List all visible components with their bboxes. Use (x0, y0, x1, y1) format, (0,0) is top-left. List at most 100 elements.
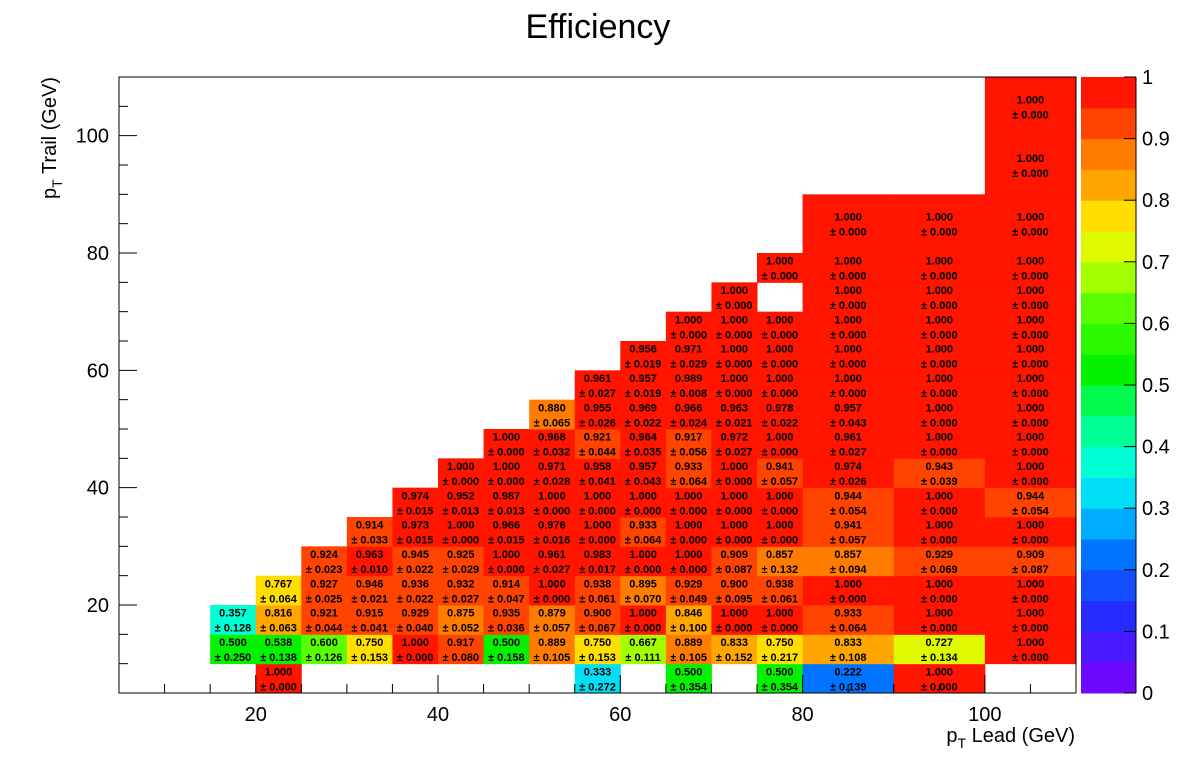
heatmap-cell (711, 282, 758, 313)
cell-value-label: 0.956 (629, 344, 657, 356)
cell-value-label: 0.924 (310, 549, 338, 561)
y-tick-label: 60 (87, 360, 109, 382)
heatmap-cell (301, 605, 348, 635)
cell-error-label: ± 0.000 (579, 535, 616, 547)
heatmap-cell (620, 341, 667, 371)
cell-error-label: ± 0.000 (1012, 227, 1049, 239)
cell-value-label: 0.727 (926, 637, 954, 649)
cell-error-label: ± 0.000 (921, 359, 958, 371)
colorbar-tick-label: 0.8 (1142, 190, 1170, 212)
cell-error-label: ± 0.027 (716, 447, 753, 459)
heatmap-cell (757, 634, 804, 665)
colorbar-band (1081, 354, 1136, 386)
cell-value-label: 1.000 (720, 344, 748, 356)
cell-value-label: 0.938 (584, 578, 612, 590)
heatmap-cell (893, 487, 986, 518)
heatmap-cell (392, 634, 439, 665)
cell-value-label: 1.000 (675, 520, 703, 532)
cell-value-label: 1.000 (926, 314, 954, 326)
cell-value-label: 0.933 (629, 520, 657, 532)
heatmap-cell (802, 605, 895, 635)
heatmap-cell (346, 634, 393, 665)
cell-value-label: 0.972 (720, 432, 748, 444)
cell-value-label: 1.000 (629, 490, 657, 502)
cell-value-label: 1.000 (401, 637, 429, 649)
cell-value-label: 1.000 (1017, 637, 1045, 649)
cell-value-label: 1.000 (675, 549, 703, 561)
cell-error-label: ± 0.000 (921, 271, 958, 283)
cell-value-label: 0.880 (538, 402, 566, 414)
cell-value-label: 1.000 (629, 549, 657, 561)
heatmap-cell (802, 546, 895, 577)
cell-error-label: ± 0.080 (442, 652, 479, 664)
cell-error-label: ± 0.027 (442, 593, 479, 605)
cell-labels: 1.000 ± 0.000 0.333 ± 0.272 0.500 ± 0.354 0.50… (215, 94, 1050, 693)
cell-error-label: ± 0.000 (921, 593, 958, 605)
cell-error-label: ± 0.000 (716, 476, 753, 488)
cell-error-label: ± 0.152 (716, 652, 753, 664)
heatmap-cell (984, 370, 1077, 401)
cell-value-label: 0.978 (766, 402, 794, 414)
cell-value-label: 0.600 (310, 637, 338, 649)
cell-error-label: ± 0.032 (534, 447, 571, 459)
x-tick-label: 20 (245, 704, 267, 726)
heatmap-cell (665, 487, 712, 518)
x-axis-title-rest: Lead (GeV) (966, 725, 1075, 747)
colorbar-tick-label: 1 (1142, 67, 1153, 89)
cell-value-label: 0.538 (265, 637, 293, 649)
cell-value-label: 0.963 (720, 402, 748, 414)
cell-value-label: 0.968 (538, 432, 566, 444)
cell-error-label: ± 0.087 (716, 564, 753, 576)
cell-error-label: ± 0.000 (761, 271, 798, 283)
cell-value-label: 0.914 (356, 520, 384, 532)
cell-error-label: ± 0.057 (761, 476, 798, 488)
colorbar-band (1081, 200, 1136, 232)
heatmap-cell (757, 311, 804, 342)
heatmap-cell (984, 135, 1077, 195)
heatmap-cell (893, 282, 986, 313)
heatmap-cell (893, 253, 986, 283)
cell-value-label: 1.000 (1017, 520, 1045, 532)
cell-error-label: ± 0.026 (830, 476, 867, 488)
cell-error-label: ± 0.043 (625, 476, 662, 488)
cell-error-label: ± 0.153 (351, 652, 388, 664)
heatmap-cell (757, 663, 804, 694)
colorbar-band (1081, 292, 1136, 324)
cell-error-label: ± 0.028 (534, 476, 571, 488)
cell-value-label: 1.000 (1017, 578, 1045, 590)
heatmap-cell (574, 546, 621, 577)
cell-error-label: ± 0.000 (1012, 359, 1049, 371)
heatmap-cell (620, 458, 667, 489)
cell-error-label: ± 0.064 (260, 593, 298, 605)
cell-value-label: 0.925 (447, 549, 475, 561)
heatmap-cell (711, 605, 758, 635)
cell-error-label: ± 0.064 (670, 476, 708, 488)
cell-value-label: 1.000 (538, 578, 566, 590)
cell-value-label: 1.000 (675, 490, 703, 502)
heatmap-cell (893, 546, 986, 577)
cell-error-label: ± 0.000 (625, 505, 662, 517)
heatmap-cell (665, 399, 712, 430)
heatmap-cell (483, 546, 530, 577)
cell-error-label: ± 0.023 (306, 564, 343, 576)
cell-value-label: 0.889 (538, 637, 566, 649)
colorbar-band (1081, 446, 1136, 478)
cell-error-label: ± 0.000 (1012, 109, 1049, 121)
heatmap-cell (529, 575, 576, 606)
heatmap-cell (529, 634, 576, 665)
cell-error-label: ± 0.029 (442, 564, 479, 576)
heatmap-cell (392, 487, 439, 518)
cell-value-label: 0.976 (538, 520, 566, 532)
cell-error-label: ± 0.015 (397, 535, 434, 547)
colorbar-tick-label: 0 (1142, 683, 1153, 705)
heatmap-cell (757, 605, 804, 635)
heatmap-cell (665, 605, 712, 635)
cell-value-label: 1.000 (766, 256, 794, 268)
colorbar-band (1081, 600, 1136, 632)
cell-error-label: ± 0.061 (579, 593, 616, 605)
colorbar-band (1081, 107, 1136, 140)
cell-value-label: 1.000 (720, 314, 748, 326)
cell-error-label: ± 0.019 (625, 359, 662, 371)
cell-error-label: ± 0.000 (921, 505, 958, 517)
y-axis-title-p: p (39, 188, 61, 199)
